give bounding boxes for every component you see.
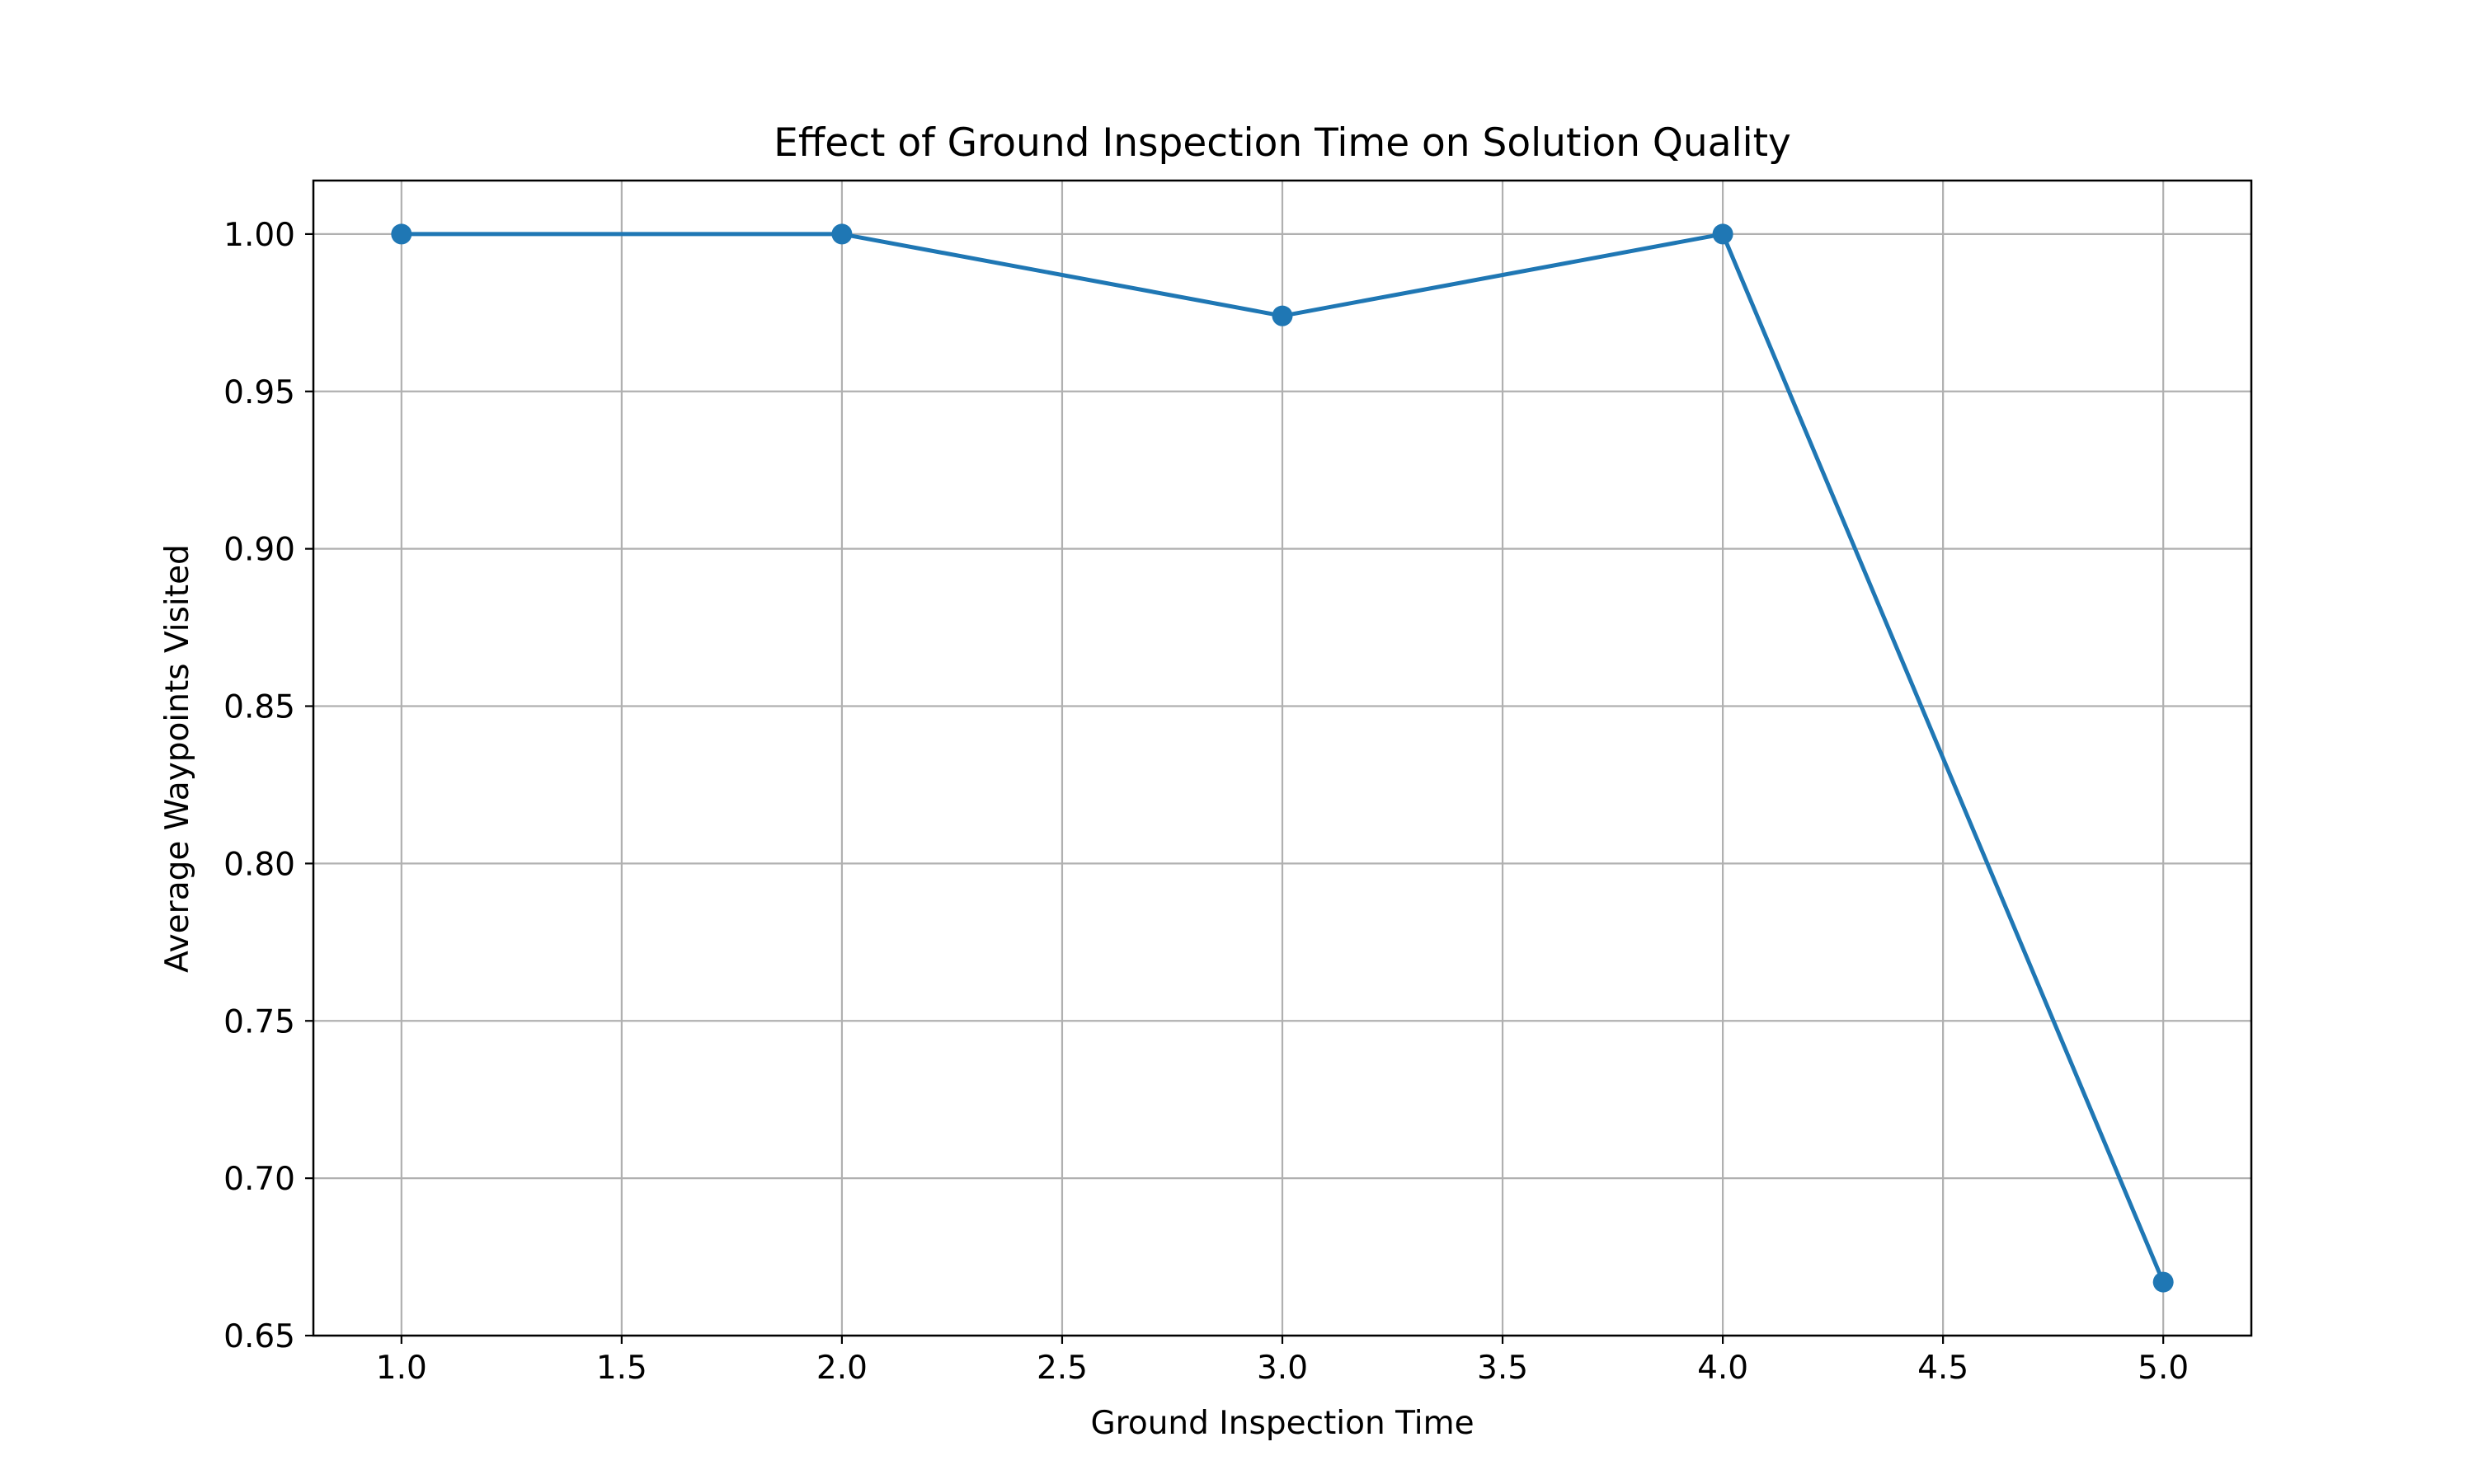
- data-point-marker: [831, 223, 853, 245]
- x-tick-label: 1.0: [376, 1350, 427, 1387]
- x-tick-label: 3.5: [1477, 1350, 1528, 1387]
- x-axis-label: Ground Inspection Time: [1090, 1405, 1474, 1442]
- x-tick-label: 2.5: [1037, 1350, 1088, 1387]
- y-tick-label: 1.00: [223, 217, 295, 254]
- grid-lines: [313, 181, 2251, 1337]
- y-tick-label: 0.70: [223, 1161, 295, 1198]
- x-tick-label: 2.0: [816, 1350, 868, 1387]
- data-point-marker: [1272, 305, 1293, 326]
- x-tick-label: 5.0: [2138, 1350, 2189, 1387]
- data-point-marker: [2152, 1271, 2174, 1293]
- y-tick-label: 0.75: [223, 1003, 295, 1040]
- y-axis-ticks: 0.65 0.70 0.75 0.80 0.85 0.90 0.95 1.00: [223, 217, 313, 1355]
- x-tick-label: 4.5: [1917, 1350, 1968, 1387]
- y-tick-label: 0.85: [223, 689, 295, 726]
- data-point-marker: [1712, 223, 1733, 245]
- x-tick-label: 1.5: [596, 1350, 647, 1387]
- data-point-marker: [391, 223, 412, 245]
- y-axis-label: Average Waypoints Visited: [159, 544, 196, 973]
- y-tick-label: 0.90: [223, 532, 295, 569]
- chart-title: Effect of Ground Inspection Time on Solu…: [774, 120, 1791, 166]
- x-tick-label: 3.0: [1257, 1350, 1308, 1387]
- series-layer: [391, 223, 2174, 1293]
- y-tick-label: 0.95: [223, 374, 295, 411]
- x-axis-ticks: 1.0 1.5 2.0 2.5 3.0 3.5 4.0 4.5 5.0: [376, 1336, 2189, 1387]
- y-tick-label: 0.80: [223, 846, 295, 883]
- y-tick-label: 0.65: [223, 1318, 295, 1355]
- x-tick-label: 4.0: [1697, 1350, 1748, 1387]
